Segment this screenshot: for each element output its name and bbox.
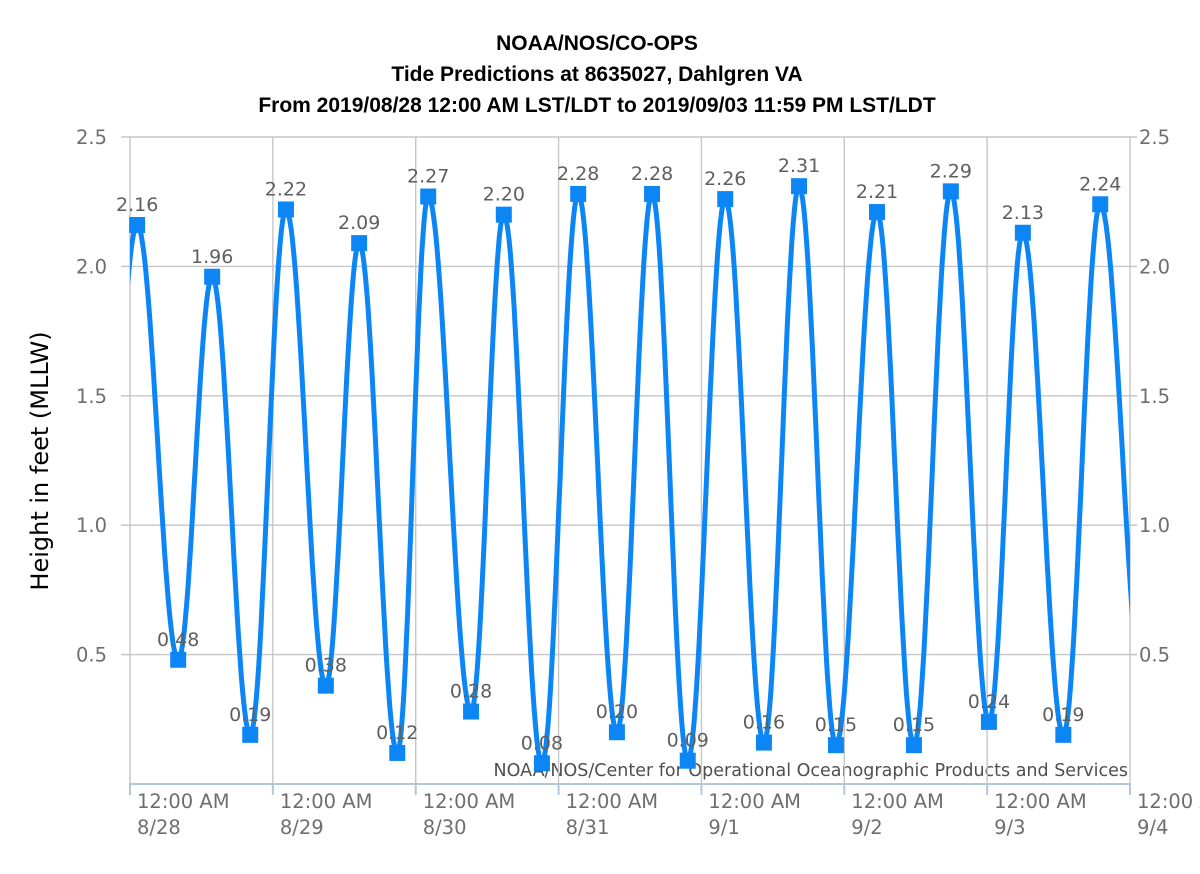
y-tick-label-left: 1.0 xyxy=(76,514,107,537)
data-point-marker[interactable] xyxy=(463,703,480,720)
data-point-label: 0.24 xyxy=(968,691,1010,713)
x-tick-label-date: 9/1 xyxy=(708,816,739,839)
data-point-marker[interactable] xyxy=(1055,726,1072,743)
data-point-marker[interactable] xyxy=(277,201,294,218)
data-point-marker[interactable] xyxy=(608,724,625,741)
data-point-marker[interactable] xyxy=(1092,196,1109,213)
y-tick-label-right: 2.5 xyxy=(1139,126,1170,149)
x-tick-label-time: 12:00 AM xyxy=(423,790,516,813)
data-point-label: 0.12 xyxy=(376,722,418,744)
data-point-marker[interactable] xyxy=(942,183,959,200)
data-point-label: 0.48 xyxy=(157,629,199,651)
x-tick-label-time: 12:00 AM xyxy=(280,790,373,813)
data-point-label: 2.28 xyxy=(631,163,673,185)
data-point-label: 2.29 xyxy=(930,160,972,182)
data-point-label: 2.27 xyxy=(407,166,449,188)
data-point-label: 2.09 xyxy=(338,212,380,234)
data-point-label: 2.28 xyxy=(557,163,599,185)
data-point-marker[interactable] xyxy=(717,191,734,208)
x-tick-label-date: 8/29 xyxy=(280,816,324,839)
data-point-marker[interactable] xyxy=(420,188,437,205)
data-point-label: 0.20 xyxy=(596,701,638,723)
x-tick-label-time: 12:00 AM xyxy=(994,790,1087,813)
x-tick-label-date: 9/3 xyxy=(994,816,1025,839)
data-point-marker[interactable] xyxy=(905,737,922,754)
chart-title-line2: Tide Predictions at 8635027, Dahlgren VA xyxy=(391,63,803,86)
y-tick-label-right: 1.0 xyxy=(1139,514,1170,537)
data-point-label: 2.31 xyxy=(778,155,820,177)
watermark-text: NOAA/NOS/Center for Operational Oceanogr… xyxy=(494,761,1128,781)
x-axis-labels: 12:00 AM 8/28 12:00 AM 8/29 12:00 AM 8/30 12:0… xyxy=(137,790,1200,839)
data-point-label: 2.24 xyxy=(1079,173,1121,195)
data-point-marker[interactable] xyxy=(980,713,997,730)
data-point-marker[interactable] xyxy=(533,755,550,772)
x-tick-label-date: 8/30 xyxy=(423,816,467,839)
data-point-label: 2.26 xyxy=(704,168,746,190)
data-point-label: 2.22 xyxy=(265,178,307,200)
data-point-marker[interactable] xyxy=(389,744,406,761)
data-point-marker[interactable] xyxy=(1014,224,1031,241)
data-point-label: 2.13 xyxy=(1002,202,1044,224)
data-point-marker[interactable] xyxy=(869,204,886,221)
data-point-marker[interactable] xyxy=(170,651,187,668)
data-point-label: 0.19 xyxy=(1042,704,1084,726)
data-point-label: 2.20 xyxy=(483,184,525,206)
data-point-marker[interactable] xyxy=(570,185,587,202)
y-tick-label-left: 0.5 xyxy=(76,644,107,667)
data-point-label: 0.19 xyxy=(229,704,271,726)
data-point-marker[interactable] xyxy=(351,235,368,252)
data-point-label: 2.16 xyxy=(116,194,158,216)
data-point-label: 0.15 xyxy=(893,714,935,736)
data-point-label: 2.21 xyxy=(856,181,898,203)
data-point-labels: 2.16 0.48 1.96 0.19 2.22 0.38 2.09 0.12 2.27 0.28… xyxy=(116,155,1121,754)
data-point-label: 1.96 xyxy=(191,246,233,268)
data-point-label: 0.09 xyxy=(667,730,709,752)
data-point-marker[interactable] xyxy=(791,178,808,195)
x-tick-label-time: 12:00 AM xyxy=(137,790,230,813)
data-point-label: 0.08 xyxy=(521,732,563,754)
data-point-markers xyxy=(129,178,1109,772)
chart-title-block: NOAA/NOS/CO-OPS Tide Predictions at 8635… xyxy=(0,28,1194,121)
data-point-label: 0.28 xyxy=(450,681,492,703)
data-point-marker[interactable] xyxy=(495,206,512,223)
data-point-marker[interactable] xyxy=(644,185,661,202)
data-point-marker[interactable] xyxy=(204,268,221,285)
x-tick-label-time: 12:00 AM xyxy=(851,790,944,813)
x-tick-label-date: 9/4 xyxy=(1137,816,1168,839)
data-point-marker[interactable] xyxy=(827,737,844,754)
data-point-marker[interactable] xyxy=(755,734,772,751)
y-tick-label-left: 2.0 xyxy=(76,255,107,278)
x-tick-label-date: 8/31 xyxy=(566,816,610,839)
y-tick-label-left: 2.5 xyxy=(76,126,107,149)
data-point-marker[interactable] xyxy=(679,752,696,769)
data-point-label: 0.15 xyxy=(815,714,857,736)
data-point-label: 0.16 xyxy=(743,712,785,734)
y-tick-label-left: 1.5 xyxy=(76,385,107,408)
data-point-marker[interactable] xyxy=(242,726,259,743)
chart-title-line1: NOAA/NOS/CO-OPS xyxy=(496,32,698,55)
chart-title-line3: From 2019/08/28 12:00 AM LST/LDT to 2019… xyxy=(258,94,936,117)
x-tick-label-time: 12:00 AM xyxy=(566,790,659,813)
y-tick-label-right: 1.5 xyxy=(1139,385,1170,408)
y-tick-label-right: 0.5 xyxy=(1139,644,1170,667)
x-tick-label-time: 12:00 AM xyxy=(708,790,801,813)
x-tick-label-date: 9/2 xyxy=(851,816,882,839)
y-axis-labels: 0.5 0.5 1.0 1.0 1.5 1.5 2.0 2.0 2.5 2.5 xyxy=(76,126,1170,667)
chart-layer: 2.16 0.48 1.96 0.19 2.22 0.38 2.09 0.12 2.27 0.28… xyxy=(76,126,1200,839)
y-tick-label-right: 2.0 xyxy=(1139,255,1170,278)
data-point-marker[interactable] xyxy=(129,216,146,233)
x-tick-label-date: 8/28 xyxy=(137,816,181,839)
x-tick-label-time: 12:00 AM xyxy=(1137,790,1200,813)
data-point-label: 0.38 xyxy=(305,655,347,677)
data-point-marker[interactable] xyxy=(317,677,334,694)
